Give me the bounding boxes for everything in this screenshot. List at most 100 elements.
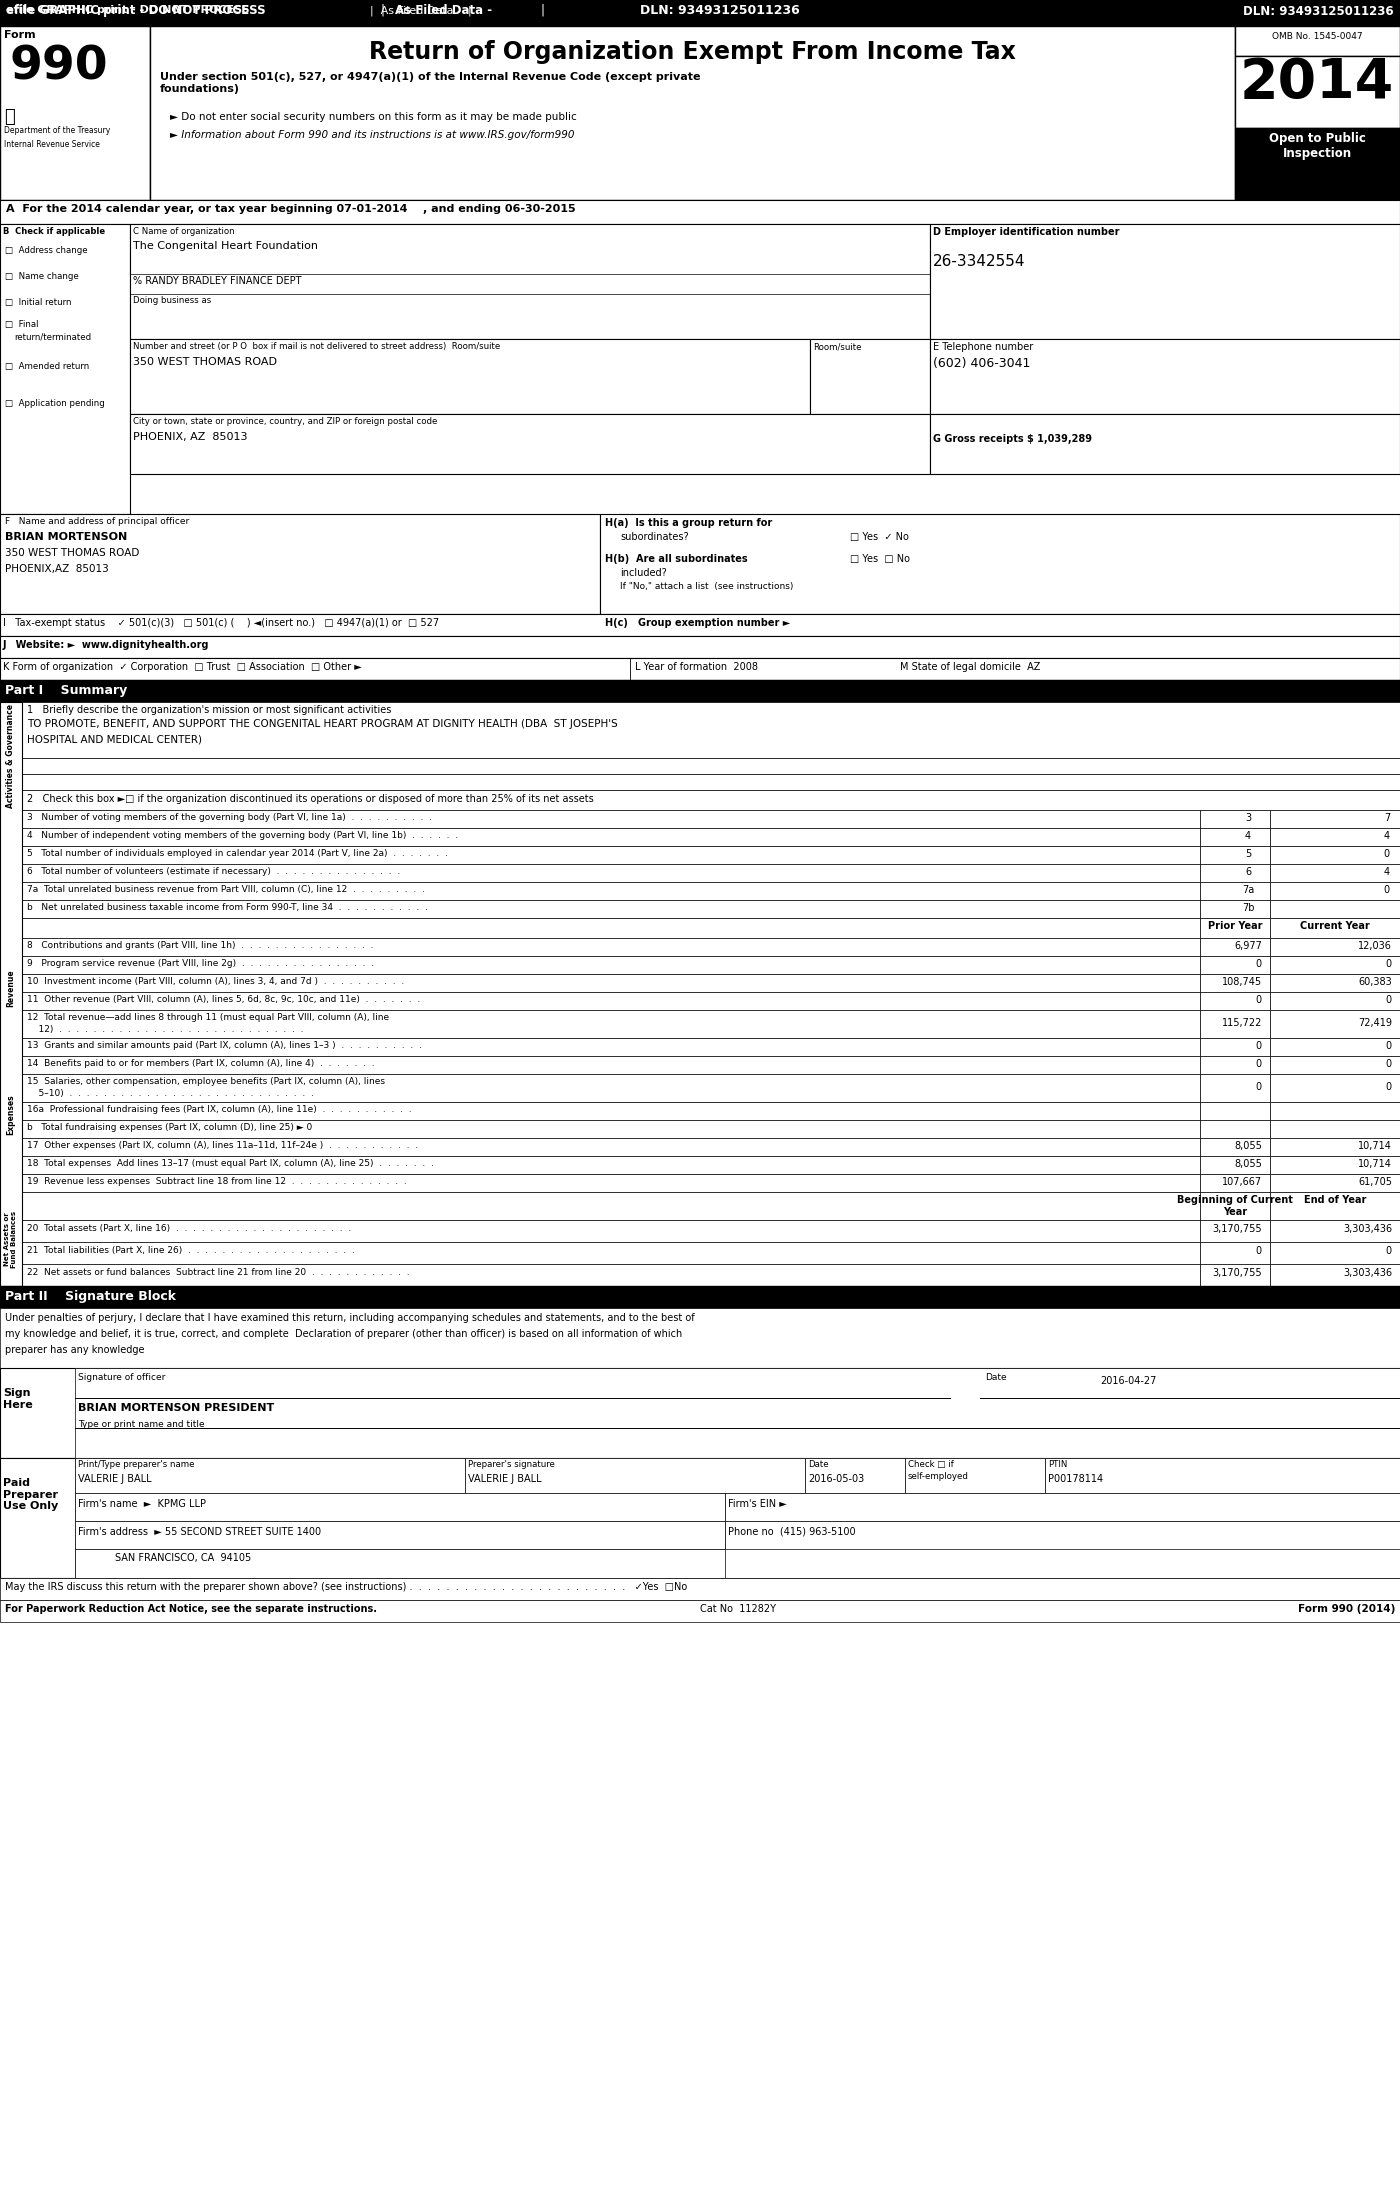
Text: (602) 406-3041: (602) 406-3041 (932, 357, 1030, 370)
Bar (22, 758, 1400, 774)
Bar (1235, 127, 1400, 199)
Text: Beginning of Current
Year: Beginning of Current Year (1177, 1195, 1294, 1217)
Text: 4: 4 (1245, 831, 1252, 842)
Bar (725, 1521, 1400, 1550)
Bar (1270, 1138, 1400, 1155)
Bar (0, 1287, 1400, 1309)
Text: 0: 0 (1386, 960, 1392, 969)
Bar (22, 881, 1200, 901)
Text: F   Name and address of principal officer: F Name and address of principal officer (6, 517, 189, 526)
Text: 22  Net assets or fund balances  Subtract line 21 from line 20  .  .  .  .  .  .: 22 Net assets or fund balances Subtract … (27, 1267, 410, 1278)
Bar (1270, 1155, 1400, 1175)
Text: C Name of organization: C Name of organization (133, 228, 235, 237)
Bar (1270, 901, 1400, 918)
Text: 0: 0 (1256, 1041, 1261, 1050)
Bar (22, 811, 1200, 829)
Text: 13  Grants and similar amounts paid (Part IX, column (A), lines 1–3 )  .  .  .  : 13 Grants and similar amounts paid (Part… (27, 1041, 421, 1050)
Bar (811, 340, 930, 414)
Text: 108,745: 108,745 (1222, 978, 1261, 986)
Bar (22, 846, 1200, 864)
Text: Revenue: Revenue (7, 969, 15, 1006)
Bar (930, 414, 1400, 473)
Text: 5   Total number of individuals employed in calendar year 2014 (Part V, line 2a): 5 Total number of individuals employed i… (27, 848, 448, 857)
Bar (725, 1493, 1400, 1521)
Bar (1270, 829, 1400, 846)
Bar (1200, 1120, 1270, 1138)
Text: Current Year: Current Year (1301, 921, 1369, 932)
Bar (1270, 1074, 1400, 1103)
Text: 14  Benefits paid to or for members (Part IX, column (A), line 4)  .  .  .  .  .: 14 Benefits paid to or for members (Part… (27, 1059, 375, 1068)
Bar (904, 1458, 1044, 1493)
Text: □ Yes  □ No: □ Yes □ No (850, 555, 910, 563)
Bar (1200, 1243, 1270, 1265)
Text: Check □ if: Check □ if (909, 1460, 953, 1469)
Text: 15  Salaries, other compensation, employee benefits (Part IX, column (A), lines: 15 Salaries, other compensation, employe… (27, 1076, 385, 1085)
Text: If "No," attach a list  (see instructions): If "No," attach a list (see instructions… (620, 583, 794, 592)
Text: 6,977: 6,977 (1235, 940, 1261, 951)
Bar (22, 918, 1200, 938)
Text: Department of the Treasury: Department of the Treasury (4, 125, 111, 136)
Text: DLN: 93493125011236: DLN: 93493125011236 (1243, 4, 1394, 18)
Text: 107,667: 107,667 (1222, 1177, 1261, 1188)
Bar (601, 513, 1400, 614)
Text: I   Tax-exempt status    ✓ 501(c)(3)   □ 501(c) (    ) ◄(insert no.)   □ 4947(a): I Tax-exempt status ✓ 501(c)(3) □ 501(c)… (3, 618, 440, 627)
Text: 1   Briefly describe the organization's mission or most significant activities: 1 Briefly describe the organization's mi… (27, 706, 392, 715)
Text: 6: 6 (1245, 868, 1252, 877)
Bar (130, 340, 811, 414)
Text: my knowledge and belief, it is true, correct, and complete  Declaration of prepa: my knowledge and belief, it is true, cor… (6, 1328, 682, 1339)
Bar (465, 1458, 805, 1493)
Bar (22, 1039, 1200, 1057)
Text: As Filed Data -: As Filed Data - (395, 4, 493, 18)
Text: SAN FRANCISCO, CA  94105: SAN FRANCISCO, CA 94105 (115, 1552, 251, 1563)
Bar (1200, 864, 1270, 881)
Bar (1270, 1243, 1400, 1265)
Text: J   Website: ►  www.dignityhealth.org: J Website: ► www.dignityhealth.org (3, 640, 210, 651)
Text: 0: 0 (1256, 1083, 1261, 1092)
Text: 8   Contributions and grants (Part VIII, line 1h)  .  .  .  .  .  .  .  .  .  . : 8 Contributions and grants (Part VIII, l… (27, 940, 374, 949)
Text: 16a  Professional fundraising fees (Part IX, column (A), line 11e)  .  .  .  .  : 16a Professional fundraising fees (Part … (27, 1105, 412, 1114)
Text: H(b)  Are all subordinates: H(b) Are all subordinates (605, 555, 748, 563)
Text: Under penalties of perjury, I declare that I have examined this return, includin: Under penalties of perjury, I declare th… (6, 1313, 694, 1324)
Bar (1270, 918, 1400, 938)
Text: b   Net unrelated business taxable income from Form 990-T, line 34  .  .  .  .  : b Net unrelated business taxable income … (27, 903, 428, 912)
Text: 7: 7 (1383, 813, 1390, 822)
Bar (1200, 1175, 1270, 1192)
Bar (22, 1057, 1200, 1074)
Bar (22, 789, 1400, 811)
Bar (0, 1458, 1400, 1578)
Bar (0, 658, 1400, 680)
Text: 3,303,436: 3,303,436 (1343, 1267, 1392, 1278)
Text: 5: 5 (1245, 848, 1252, 859)
Bar (1200, 1192, 1270, 1221)
Bar (22, 1011, 1200, 1039)
Text: 0: 0 (1256, 995, 1261, 1004)
Text: Sign
Here: Sign Here (3, 1388, 32, 1409)
Text: PHOENIX, AZ  85013: PHOENIX, AZ 85013 (133, 432, 248, 443)
Text: DLN: 93493125011236: DLN: 93493125011236 (640, 4, 799, 18)
Text: 0: 0 (1383, 848, 1390, 859)
Bar (22, 1074, 1200, 1103)
Bar (1200, 1138, 1270, 1155)
Bar (22, 1155, 1200, 1175)
Bar (22, 1265, 1200, 1287)
Text: HOSPITAL AND MEDICAL CENTER): HOSPITAL AND MEDICAL CENTER) (27, 734, 202, 743)
Text: 0: 0 (1386, 1041, 1392, 1050)
Bar (1270, 993, 1400, 1011)
Bar (1200, 918, 1270, 938)
Text: 26-3342554: 26-3342554 (932, 254, 1025, 270)
Text: 5–10)  .  .  .  .  .  .  .  .  .  .  .  .  .  .  .  .  .  .  .  .  .  .  .  .  .: 5–10) . . . . . . . . . . . . . . . . . … (27, 1089, 314, 1098)
Text: H(a)  Is this a group return for: H(a) Is this a group return for (605, 517, 773, 528)
Bar (1270, 938, 1400, 956)
Bar (1200, 811, 1270, 829)
Text: % RANDY BRADLEY FINANCE DEPT: % RANDY BRADLEY FINANCE DEPT (133, 276, 301, 285)
Text: 0: 0 (1256, 1059, 1261, 1070)
Bar (76, 1368, 1400, 1458)
Text: End of Year: End of Year (1303, 1195, 1366, 1206)
Text: 11  Other revenue (Part VIII, column (A), lines 5, 6d, 8c, 9c, 10c, and 11e)  . : 11 Other revenue (Part VIII, column (A),… (27, 995, 420, 1004)
Text: 0: 0 (1386, 1245, 1392, 1256)
Bar (1200, 1155, 1270, 1175)
Text: 350 WEST THOMAS ROAD: 350 WEST THOMAS ROAD (6, 548, 140, 559)
Bar (22, 864, 1200, 881)
Bar (22, 901, 1200, 918)
Text: □ Yes  ✓ No: □ Yes ✓ No (850, 533, 909, 541)
